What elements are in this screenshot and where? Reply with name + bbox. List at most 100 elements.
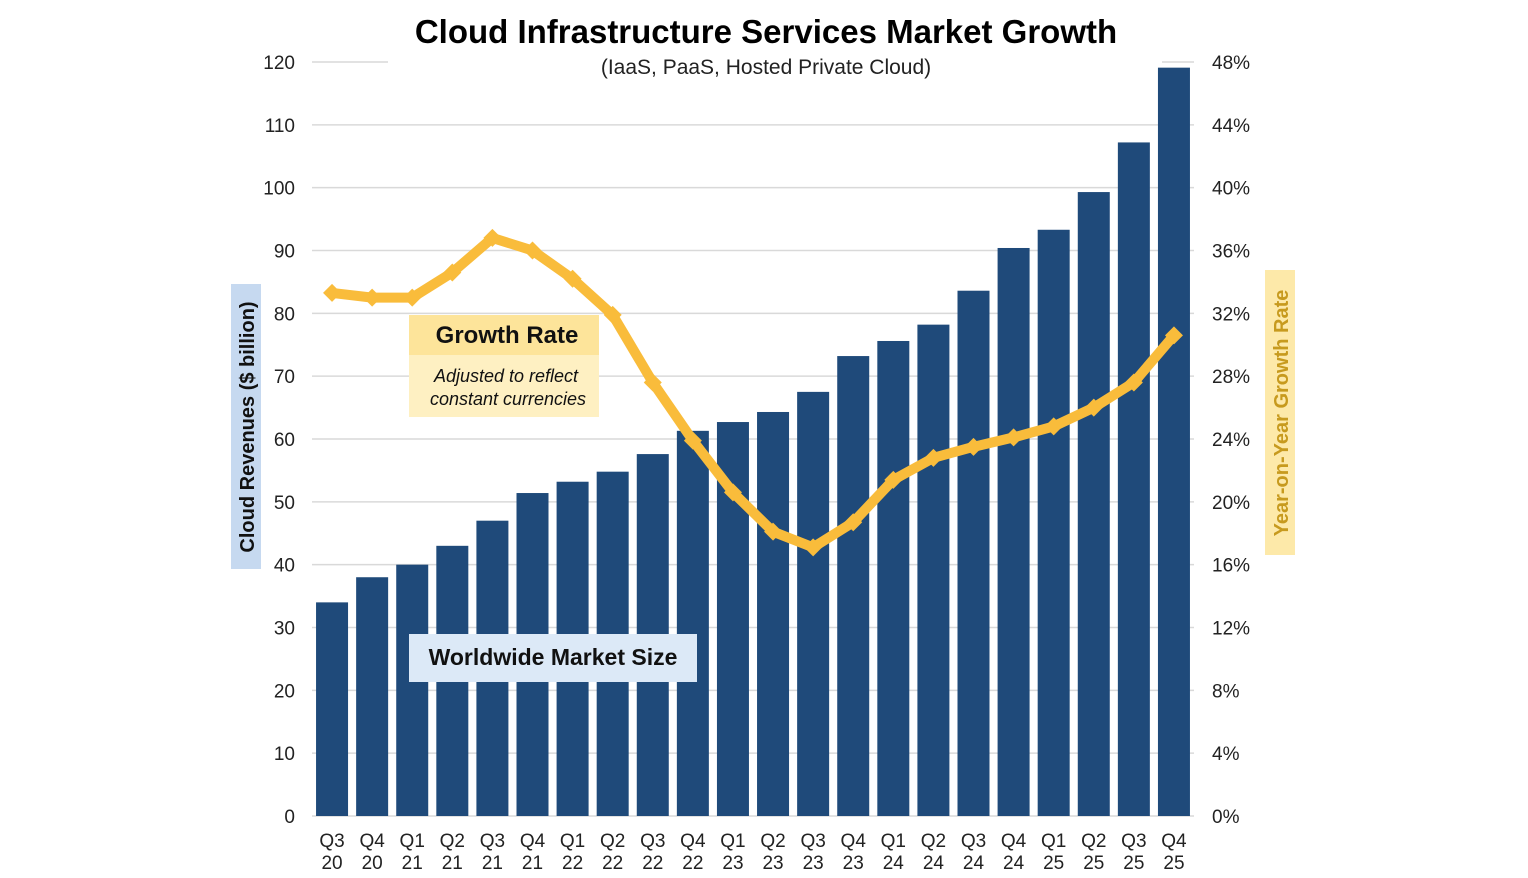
growth-marker — [363, 288, 382, 307]
x-tick-label-year: 25 — [1083, 853, 1104, 874]
y-tick-label: 100 — [263, 179, 295, 200]
x-tick-label-year: 22 — [682, 853, 703, 874]
x-tick-label-year: 23 — [762, 853, 783, 874]
x-tick-label-year: 25 — [1043, 853, 1064, 874]
y2-tick-label: 16% — [1212, 556, 1250, 577]
growth-marker — [323, 283, 342, 302]
x-tick-label: Q2 — [921, 831, 946, 852]
bar — [316, 602, 349, 816]
x-tick-label: Q3 — [640, 831, 665, 852]
bar — [877, 340, 910, 816]
bar — [757, 411, 790, 816]
y2-tick-label: 12% — [1212, 619, 1250, 640]
bars — [316, 67, 1190, 817]
growth-note-line-2: constant currencies — [430, 389, 586, 409]
growth-marker — [483, 228, 502, 247]
x-tick-label: Q4 — [520, 831, 546, 852]
growth-marker — [643, 373, 662, 392]
y-tick-label: 70 — [274, 367, 295, 388]
growth-marker — [563, 269, 582, 288]
bar — [396, 564, 429, 816]
x-tick-label: Q4 — [1161, 831, 1187, 852]
y-tick-label: 0 — [284, 807, 295, 828]
y-tick-label: 110 — [265, 116, 295, 137]
x-tick-label-year: 21 — [522, 853, 543, 874]
left-axis-title-background — [231, 284, 261, 569]
x-tick-label-year: 20 — [321, 853, 342, 874]
x-tick-label: Q4 — [680, 831, 706, 852]
y-tick-label: 120 — [263, 53, 295, 74]
x-tick-label-year: 25 — [1123, 853, 1144, 874]
y-tick-label: 20 — [274, 681, 295, 702]
chart-title: Cloud Infrastructure Services Market Gro… — [415, 13, 1117, 50]
x-tick-label: Q2 — [760, 831, 785, 852]
growth-marker — [443, 263, 462, 282]
growth-marker — [1084, 398, 1103, 417]
y-tick-label: 40 — [274, 556, 295, 577]
y2-tick-label: 20% — [1212, 493, 1250, 514]
bar — [676, 430, 709, 816]
x-tick-label-year: 21 — [482, 853, 503, 874]
growth-marker — [683, 431, 702, 450]
growth-marker — [844, 513, 863, 532]
bar — [797, 391, 830, 816]
growth-marker — [723, 483, 742, 502]
right-axis-title-background — [1265, 270, 1295, 555]
y-tick-label: 10 — [274, 744, 295, 765]
y2-tick-label: 4% — [1212, 744, 1240, 765]
bar — [957, 290, 990, 816]
y-tick-label: 60 — [274, 430, 295, 451]
y2-tick-label: 28% — [1212, 367, 1250, 388]
growth-marker — [804, 538, 823, 557]
x-tick-label: Q2 — [440, 831, 465, 852]
growth-marker — [603, 305, 622, 324]
growth-marker — [764, 522, 783, 541]
y2-tick-label: 48% — [1212, 53, 1250, 74]
growth-marker — [884, 470, 903, 489]
x-tick-label-year: 23 — [803, 853, 824, 874]
x-tick-label: Q4 — [1001, 831, 1027, 852]
x-tick-label: Q2 — [1081, 831, 1106, 852]
x-tick-label: Q1 — [720, 831, 745, 852]
growth-line-path — [331, 232, 1178, 553]
x-tick-label-year: 22 — [602, 853, 623, 874]
bar — [837, 356, 870, 816]
left-axis-ticks: 0 10 20 30 40 50 60 70 80 90 100 110 120 — [263, 53, 295, 828]
x-tick-label: Q3 — [800, 831, 825, 852]
right-axis-ticks: 0% 4% 8% 12% 16% 20% 24% 28% 32% 36% 40% 44% 48% — [1212, 53, 1250, 828]
y-tick-label: 50 — [274, 493, 295, 514]
x-tick-label: Q1 — [560, 831, 585, 852]
x-tick-label-year: 24 — [923, 853, 945, 874]
growth-marker — [403, 288, 422, 307]
x-tick-label: Q3 — [1121, 831, 1146, 852]
bar — [997, 247, 1030, 816]
x-tick-label-year: 20 — [362, 853, 383, 874]
bar — [1117, 142, 1150, 817]
x-tick-label: Q2 — [600, 831, 625, 852]
market-size-label-background — [409, 634, 697, 682]
growth-marker — [964, 437, 983, 456]
x-tick-label: Q1 — [400, 831, 425, 852]
y-tick-label: 30 — [274, 619, 295, 640]
growth-note-background — [409, 355, 599, 417]
x-tick-label: Q3 — [480, 831, 505, 852]
y2-tick-label: 8% — [1212, 681, 1240, 702]
x-tick-label-year: 24 — [883, 853, 905, 874]
left-axis-title: Cloud Revenues ($ billion) — [237, 301, 259, 552]
growth-marker — [1004, 428, 1023, 447]
x-tick-label-year: 23 — [843, 853, 864, 874]
x-tick-label-year: 24 — [1003, 853, 1025, 874]
x-tick-label: Q1 — [1041, 831, 1066, 852]
bar — [356, 577, 389, 816]
x-tick-label-year: 24 — [963, 853, 985, 874]
x-tick-label-year: 22 — [642, 853, 663, 874]
market-size-label: Worldwide Market Size — [429, 644, 678, 670]
growth-marker — [1124, 373, 1143, 392]
x-tick-label: Q3 — [319, 831, 344, 852]
growth-rate-label: Growth Rate — [436, 322, 579, 349]
y-tick-label: 90 — [274, 242, 295, 263]
x-axis-ticks: Q320Q420Q121Q221Q321Q421Q122Q222Q322Q422… — [319, 831, 1187, 874]
growth-rate-label-background — [409, 315, 599, 355]
growth-marker — [1164, 326, 1183, 345]
